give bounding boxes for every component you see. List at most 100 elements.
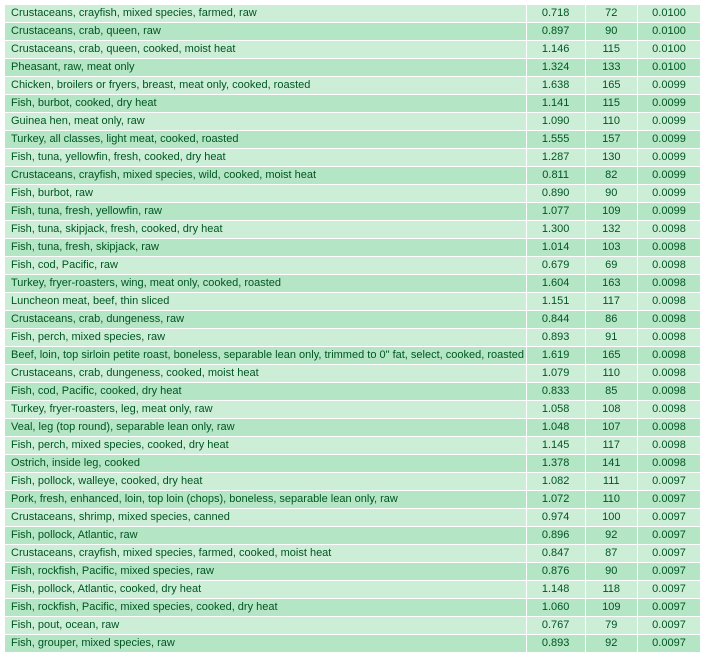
value-3-cell: 0.0098: [638, 311, 701, 329]
food-name-cell: Fish, tuna, yellowfin, fresh, cooked, dr…: [5, 149, 527, 167]
value-3-cell: 0.0098: [638, 347, 701, 365]
value-2-cell: 141: [585, 455, 637, 473]
value-1-cell: 1.082: [526, 473, 585, 491]
table-row: Fish, pout, ocean, raw0.767790.0097: [5, 617, 701, 635]
food-name-cell: Beef, loin, top sirloin petite roast, bo…: [5, 347, 527, 365]
value-1-cell: 0.897: [526, 23, 585, 41]
value-1-cell: 0.896: [526, 527, 585, 545]
value-3-cell: 0.0097: [638, 635, 701, 653]
nutrition-table: Crustaceans, crayfish, mixed species, fa…: [4, 4, 701, 653]
table-row: Fish, tuna, yellowfin, fresh, cooked, dr…: [5, 149, 701, 167]
value-2-cell: 118: [585, 581, 637, 599]
value-3-cell: 0.0097: [638, 527, 701, 545]
food-name-cell: Crustaceans, crayfish, mixed species, fa…: [5, 545, 527, 563]
food-name-cell: Turkey, fryer-roasters, leg, meat only, …: [5, 401, 527, 419]
value-1-cell: 0.876: [526, 563, 585, 581]
value-2-cell: 90: [585, 185, 637, 203]
food-name-cell: Crustaceans, crayfish, mixed species, wi…: [5, 167, 527, 185]
value-3-cell: 0.0098: [638, 257, 701, 275]
food-name-cell: Fish, perch, mixed species, cooked, dry …: [5, 437, 527, 455]
value-3-cell: 0.0100: [638, 59, 701, 77]
value-1-cell: 1.378: [526, 455, 585, 473]
value-1-cell: 0.811: [526, 167, 585, 185]
food-name-cell: Chicken, broilers or fryers, breast, mea…: [5, 77, 527, 95]
value-1-cell: 0.893: [526, 635, 585, 653]
value-3-cell: 0.0099: [638, 167, 701, 185]
food-name-cell: Pheasant, raw, meat only: [5, 59, 527, 77]
table-row: Crustaceans, crayfish, mixed species, wi…: [5, 167, 701, 185]
value-3-cell: 0.0100: [638, 23, 701, 41]
value-2-cell: 90: [585, 563, 637, 581]
value-3-cell: 0.0098: [638, 239, 701, 257]
value-1-cell: 0.844: [526, 311, 585, 329]
value-1-cell: 0.833: [526, 383, 585, 401]
nutrition-table-body: Crustaceans, crayfish, mixed species, fa…: [5, 5, 701, 653]
value-2-cell: 100: [585, 509, 637, 527]
food-name-cell: Fish, cod, Pacific, raw: [5, 257, 527, 275]
food-name-cell: Guinea hen, meat only, raw: [5, 113, 527, 131]
value-2-cell: 103: [585, 239, 637, 257]
value-1-cell: 0.679: [526, 257, 585, 275]
value-1-cell: 1.300: [526, 221, 585, 239]
value-1-cell: 1.638: [526, 77, 585, 95]
table-row: Turkey, fryer-roasters, wing, meat only,…: [5, 275, 701, 293]
food-name-cell: Crustaceans, crayfish, mixed species, fa…: [5, 5, 527, 23]
value-2-cell: 69: [585, 257, 637, 275]
food-name-cell: Fish, rockfish, Pacific, mixed species, …: [5, 563, 527, 581]
value-3-cell: 0.0097: [638, 563, 701, 581]
value-3-cell: 0.0098: [638, 365, 701, 383]
value-3-cell: 0.0099: [638, 185, 701, 203]
value-3-cell: 0.0099: [638, 77, 701, 95]
table-row: Turkey, all classes, light meat, cooked,…: [5, 131, 701, 149]
food-name-cell: Veal, leg (top round), separable lean on…: [5, 419, 527, 437]
table-row: Fish, pollock, Atlantic, cooked, dry hea…: [5, 581, 701, 599]
food-name-cell: Fish, pollock, Atlantic, raw: [5, 527, 527, 545]
food-name-cell: Fish, pollock, Atlantic, cooked, dry hea…: [5, 581, 527, 599]
food-name-cell: Fish, tuna, skipjack, fresh, cooked, dry…: [5, 221, 527, 239]
food-name-cell: Fish, cod, Pacific, cooked, dry heat: [5, 383, 527, 401]
value-2-cell: 109: [585, 203, 637, 221]
value-1-cell: 1.141: [526, 95, 585, 113]
food-name-cell: Fish, burbot, cooked, dry heat: [5, 95, 527, 113]
table-row: Fish, tuna, skipjack, fresh, cooked, dry…: [5, 221, 701, 239]
food-name-cell: Ostrich, inside leg, cooked: [5, 455, 527, 473]
value-1-cell: 1.077: [526, 203, 585, 221]
value-1-cell: 1.146: [526, 41, 585, 59]
value-3-cell: 0.0098: [638, 383, 701, 401]
value-3-cell: 0.0098: [638, 401, 701, 419]
value-1-cell: 1.555: [526, 131, 585, 149]
food-name-cell: Fish, tuna, fresh, skipjack, raw: [5, 239, 527, 257]
value-3-cell: 0.0099: [638, 149, 701, 167]
food-name-cell: Fish, pollock, walleye, cooked, dry heat: [5, 473, 527, 491]
food-name-cell: Fish, pout, ocean, raw: [5, 617, 527, 635]
value-1-cell: 1.058: [526, 401, 585, 419]
table-row: Fish, burbot, cooked, dry heat1.1411150.…: [5, 95, 701, 113]
value-1-cell: 1.287: [526, 149, 585, 167]
value-1-cell: 0.847: [526, 545, 585, 563]
table-row: Guinea hen, meat only, raw1.0901100.0099: [5, 113, 701, 131]
table-row: Fish, rockfish, Pacific, mixed species, …: [5, 563, 701, 581]
food-name-cell: Crustaceans, crab, queen, raw: [5, 23, 527, 41]
value-2-cell: 130: [585, 149, 637, 167]
value-2-cell: 87: [585, 545, 637, 563]
table-row: Luncheon meat, beef, thin sliced1.151117…: [5, 293, 701, 311]
table-row: Fish, tuna, fresh, skipjack, raw1.014103…: [5, 239, 701, 257]
value-1-cell: 1.072: [526, 491, 585, 509]
value-3-cell: 0.0100: [638, 5, 701, 23]
value-2-cell: 117: [585, 293, 637, 311]
value-1-cell: 0.893: [526, 329, 585, 347]
food-name-cell: Fish, tuna, fresh, yellowfin, raw: [5, 203, 527, 221]
table-row: Fish, cod, Pacific, cooked, dry heat0.83…: [5, 383, 701, 401]
table-row: Crustaceans, shrimp, mixed species, cann…: [5, 509, 701, 527]
value-3-cell: 0.0098: [638, 419, 701, 437]
value-3-cell: 0.0100: [638, 41, 701, 59]
value-1-cell: 1.079: [526, 365, 585, 383]
value-2-cell: 157: [585, 131, 637, 149]
table-row: Pheasant, raw, meat only1.3241330.0100: [5, 59, 701, 77]
value-2-cell: 110: [585, 491, 637, 509]
value-3-cell: 0.0097: [638, 473, 701, 491]
value-2-cell: 82: [585, 167, 637, 185]
value-3-cell: 0.0097: [638, 509, 701, 527]
value-2-cell: 79: [585, 617, 637, 635]
value-1-cell: 1.148: [526, 581, 585, 599]
